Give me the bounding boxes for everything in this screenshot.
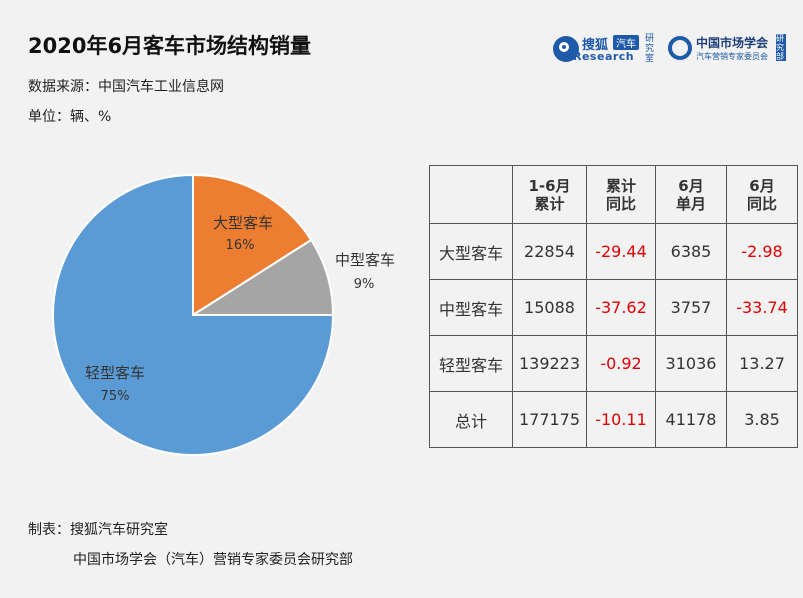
pie-slice-3 <box>52 173 335 456</box>
table-row: 中型客车 15088 -37.62 3757 -33.74 <box>429 279 798 336</box>
cell-month-yoy: -2.98 <box>726 223 798 280</box>
row-name: 轻型客车 <box>429 335 513 392</box>
table-row: 轻型客车 139223 -0.92 31036 13.27 <box>429 335 798 392</box>
table-row: 总计 177175 -10.11 41178 3.85 <box>429 391 798 448</box>
cma-logo-sub: 汽车营销专家委员会 <box>696 52 768 61</box>
sohu-logo-name: 搜狐 <box>582 38 609 53</box>
cma-logo: 中国市场学会 汽车营销专家委员会 研究部 <box>668 34 788 64</box>
cell-ytd: 139223 <box>512 335 587 392</box>
footer-credit-2: 中国市场学会（汽车）营销专家委员会研究部 <box>73 552 353 568</box>
cell-month: 3757 <box>655 279 727 336</box>
sohu-logo-icon <box>553 36 579 62</box>
pie-slice-percent: 9% <box>354 277 375 292</box>
sohu-research-logo: 搜狐 汽车 Research 研究室 <box>553 34 663 64</box>
cma-logo-side: 研究部 <box>776 34 786 61</box>
cma-logo-icon <box>668 36 692 60</box>
row-name: 中型客车 <box>429 279 513 336</box>
cell-ytd: 15088 <box>512 279 587 336</box>
col-header-month-yoy: 6月 同比 <box>726 165 798 224</box>
cell-ytd: 22854 <box>512 223 587 280</box>
cell-month: 41178 <box>655 391 727 448</box>
footer-credit: 制表：搜狐汽车研究室 <box>28 522 168 538</box>
table-corner-cell <box>429 165 513 224</box>
pie-slice-percent: 75% <box>101 389 130 404</box>
pie-slice-2 <box>189 238 335 316</box>
cell-month-yoy: 13.27 <box>726 335 798 392</box>
pie-slice-label: 轻型客车 <box>85 364 145 382</box>
sohu-logo-tag: 汽车 <box>613 35 639 50</box>
pie-slice-label: 中型客车 <box>335 251 395 269</box>
sales-table: 1-6月 累计 累计 同比 6月 单月 6月 同比 大型客车 22854 -29.44 … <box>429 165 798 448</box>
page-title: 2020年6月客车市场结构销量 <box>28 34 312 58</box>
row-name: 总计 <box>429 391 513 448</box>
sohu-logo-research: Research <box>573 50 635 63</box>
cell-ytd: 177175 <box>512 391 587 448</box>
sohu-logo-side: 研究室 <box>645 34 655 64</box>
cell-ytd-yoy: -0.92 <box>586 335 656 392</box>
pie-slice-1 <box>192 173 313 317</box>
unit-label: 单位：辆、% <box>28 109 112 125</box>
cell-month-yoy: 3.85 <box>726 391 798 448</box>
col-header-ytd-yoy: 累计 同比 <box>586 165 656 224</box>
cell-ytd-yoy: -10.11 <box>586 391 656 448</box>
row-name: 大型客车 <box>429 223 513 280</box>
pie-slice-percent: 16% <box>226 238 255 253</box>
col-header-ytd: 1-6月 累计 <box>512 165 587 224</box>
data-source: 数据来源：中国汽车工业信息网 <box>28 79 224 95</box>
cell-ytd-yoy: -29.44 <box>586 223 656 280</box>
cell-month: 6385 <box>655 223 727 280</box>
table-header-row: 1-6月 累计 累计 同比 6月 单月 6月 同比 <box>429 165 798 224</box>
cell-month-yoy: -33.74 <box>726 279 798 336</box>
table-row: 大型客车 22854 -29.44 6385 -2.98 <box>429 223 798 280</box>
col-header-month: 6月 单月 <box>655 165 727 224</box>
pie-slice-label: 大型客车 <box>213 214 273 232</box>
cell-month: 31036 <box>655 335 727 392</box>
cma-logo-name: 中国市场学会 <box>696 36 769 50</box>
cell-ytd-yoy: -37.62 <box>586 279 656 336</box>
